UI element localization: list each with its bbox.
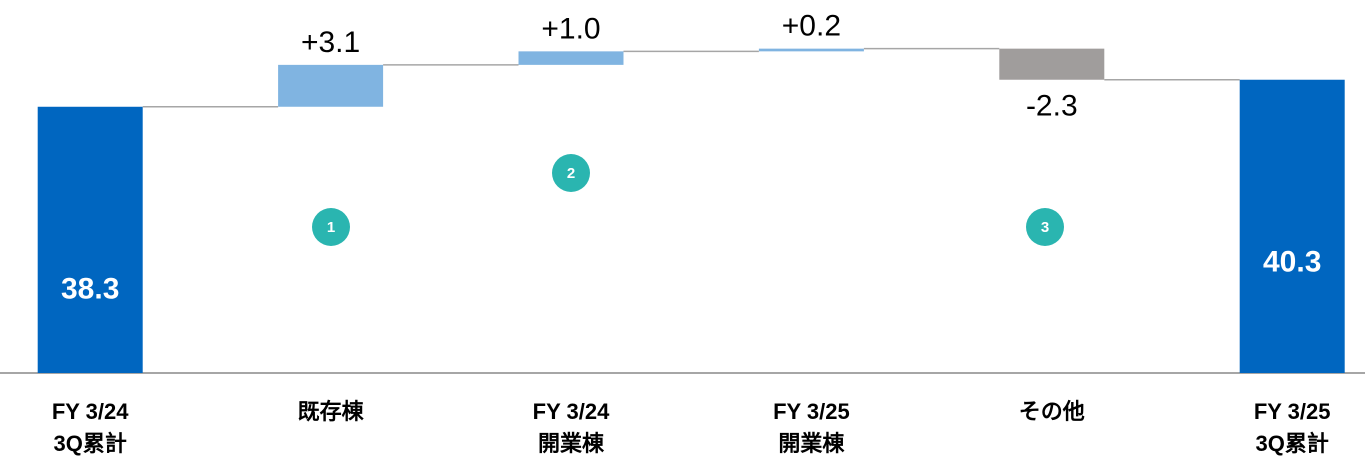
value-label: +1.0 bbox=[541, 12, 600, 45]
x-tick-label-line: 3Q累計 bbox=[1256, 431, 1329, 456]
bar bbox=[518, 51, 624, 65]
bar bbox=[1239, 79, 1345, 373]
value-label: +3.1 bbox=[301, 26, 360, 59]
x-tick-label: 既存棟 bbox=[298, 399, 365, 424]
x-tick-label: FY 3/24 3Q累計 bbox=[52, 399, 129, 456]
x-tick-label-line: FY 3/24 bbox=[533, 399, 610, 424]
x-tick-label-line: その他 bbox=[1019, 399, 1085, 424]
annotation-badge bbox=[312, 208, 350, 246]
x-tick-label: FY 3/25 3Q累計 bbox=[1254, 399, 1331, 456]
x-tick-label: FY 3/25 開業棟 bbox=[773, 399, 850, 456]
x-tick-label-line: FY 3/25 bbox=[1254, 399, 1331, 424]
bar bbox=[758, 48, 864, 52]
annotation-badge bbox=[552, 154, 590, 192]
annotation-label: 1 bbox=[327, 219, 335, 236]
annotation-badge bbox=[1026, 208, 1064, 246]
x-tick-label-line: 開業棟 bbox=[538, 431, 605, 456]
x-tick-label-line: FY 3/25 bbox=[773, 399, 850, 424]
x-tick-label: FY 3/24 開業棟 bbox=[533, 399, 610, 456]
bar bbox=[278, 64, 384, 107]
value-label: +0.2 bbox=[782, 10, 841, 43]
value-label: -2.3 bbox=[1026, 90, 1078, 123]
x-tick-label: その他 bbox=[1019, 399, 1085, 424]
bar bbox=[37, 106, 143, 373]
x-tick-label-line: 3Q累計 bbox=[54, 431, 127, 456]
x-tick-label-line: 開業棟 bbox=[778, 431, 845, 456]
x-tick-label-line: 既存棟 bbox=[298, 399, 365, 424]
bar bbox=[999, 48, 1105, 80]
annotation-label: 3 bbox=[1041, 219, 1049, 236]
x-tick-label-line: FY 3/24 bbox=[52, 399, 129, 424]
annotation-label: 2 bbox=[567, 165, 575, 182]
value-label: 40.3 bbox=[1263, 246, 1321, 279]
value-label: 38.3 bbox=[61, 273, 119, 306]
